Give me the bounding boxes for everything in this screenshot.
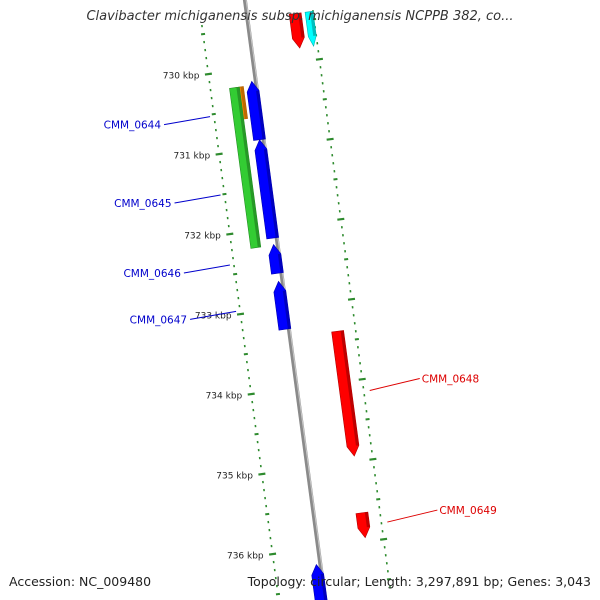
mid-tick: [376, 497, 381, 501]
major-tick: [358, 377, 366, 381]
tick-label: 733 kbp: [195, 311, 232, 321]
forward-cds-shade: [340, 330, 359, 446]
gene-shade: [240, 86, 248, 119]
major-tick: [326, 137, 334, 141]
tick-label: 731 kbp: [173, 151, 210, 161]
tick-label: 732 kbp: [184, 231, 221, 241]
gene-label-leader: [190, 310, 237, 320]
reverse-cds-shade: [263, 148, 279, 238]
tick-labels: 730 kbp 731 kbp 732 kbp 733 kbp 734 kbp 735 k…: [163, 71, 264, 561]
reverse-cds-shade: [256, 90, 266, 140]
major-tick: [215, 152, 223, 156]
gene-label: CMM_0649: [439, 505, 496, 517]
tick-label: 736 kbp: [227, 551, 264, 561]
major-tick: [268, 552, 277, 556]
mid-tick: [344, 257, 349, 261]
mid-tick: [322, 97, 327, 101]
gene-label: CMM_0645: [114, 198, 171, 210]
reverse-cds-shade: [282, 290, 291, 329]
gene-label: CMM_0647: [130, 314, 187, 326]
features: [229, 10, 371, 600]
mid-tick: [365, 417, 370, 421]
mid-tick: [254, 432, 259, 436]
mid-tick: [265, 512, 270, 516]
mid-tick: [222, 192, 227, 196]
gene-label: CMM_0644: [104, 120, 162, 132]
gene-label: CMM_0646: [123, 268, 181, 280]
gene-label-leader: [163, 116, 211, 126]
gene-label-leader: [183, 264, 230, 274]
genome-summary-text: Topology: circular; Length: 3,297,891 bp…: [247, 574, 591, 589]
mid-tick: [275, 592, 281, 596]
reverse-cds-shade: [320, 573, 328, 600]
mid-tick: [386, 577, 392, 581]
gene-labels: CMM_0644 CMM_0645 CMM_0646 CMM_0647 CMM_0648…: [104, 116, 497, 523]
major-tick: [379, 537, 388, 541]
mid-tick: [233, 272, 238, 276]
mid-tick: [200, 32, 206, 36]
rna-shade: [310, 11, 317, 37]
major-tick: [236, 312, 245, 316]
tick-label: 735 kbp: [216, 471, 253, 481]
major-tick: [247, 392, 255, 396]
tick-label: 730 kbp: [163, 71, 200, 81]
gene-label: CMM_0648: [422, 373, 479, 385]
gene-label-leader: [174, 194, 221, 204]
forward-cds-shade: [298, 12, 305, 38]
major-tick: [337, 217, 345, 221]
map-title: Clavibacter michiganensis subsp. michiga…: [86, 9, 514, 24]
tick-label: 734 kbp: [206, 391, 243, 401]
major-tick: [369, 457, 377, 461]
major-tick: [204, 72, 213, 76]
forward-cds-shade: [364, 512, 370, 528]
major-tick: [315, 57, 324, 61]
major-tick: [347, 297, 356, 301]
gene-shade: [236, 87, 261, 248]
tick-rails: [200, 10, 392, 596]
mid-tick: [354, 337, 359, 341]
reverse-cds-shade: [277, 253, 284, 273]
gene-label-leader: [387, 509, 438, 523]
major-tick: [226, 232, 234, 236]
gene-label-leader: [369, 377, 420, 391]
mid-tick: [333, 177, 338, 181]
accession-text: Accession: NC_009480: [9, 574, 152, 589]
mid-tick: [243, 352, 248, 356]
major-tick: [258, 472, 266, 476]
mid-tick: [211, 112, 216, 116]
